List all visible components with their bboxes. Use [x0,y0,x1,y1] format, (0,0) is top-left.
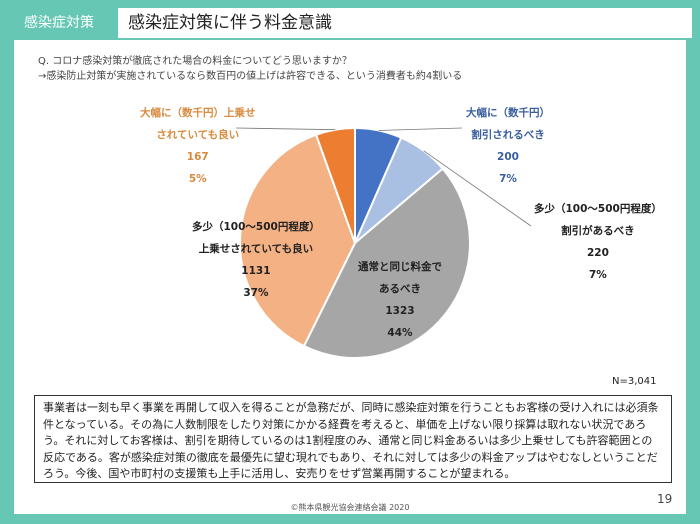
label-large-discount: 大幅に（数千円） 割引されるべき 200 7% [466,107,550,185]
copyright: ©熊本県観光協会連絡会議 2020 [290,503,410,512]
page-number: 19 [657,492,673,506]
slide-content: Q. コロナ感染対策が徹底された場合の料金についてどう思いますか？ →感染防止対… [14,40,686,514]
sample-size: N=3,041 [612,376,657,387]
question-line-2: →感染防止対策が実施されているなら数百円の値上げは許容できる、という消費者も約4… [38,71,463,82]
label-normal-price: 通常と同じ料金で あるべき 1323 44% [358,261,442,339]
pie-chart [235,126,532,359]
slice-small-surcharge [239,133,357,348]
slice-normal-price [302,167,471,359]
leader-line [423,150,532,227]
slice-large-surcharge [314,126,356,244]
question-text: Q. コロナ感染対策が徹底された場合の料金についてどう思いますか？ →感染防止対… [38,54,462,84]
question-line-1: Q. コロナ感染対策が徹底された場合の料金についてどう思いますか？ [38,56,352,67]
leader-line [378,127,463,131]
label-large-surcharge: 大幅に（数千円）上乗せ されていても良い 167 5% [140,107,256,185]
header-bar: 感染症対策に伴う料金意識 [118,8,692,38]
summary-box: 事業者は一刻も早く事業を再開して収入を得ることが急務だが、同時に感染症対策を行う… [34,395,672,483]
leader-line [235,127,336,131]
label-small-discount: 多少（100～500円程度） 割引があるべき 220 7% [534,203,662,281]
section-tag: 感染症対策 [24,15,94,31]
page-title: 感染症対策に伴う料金意識 [128,13,332,33]
label-small-surcharge: 多少（100～500円程度） 上乗せされていても良い 1131 37% [192,221,320,299]
